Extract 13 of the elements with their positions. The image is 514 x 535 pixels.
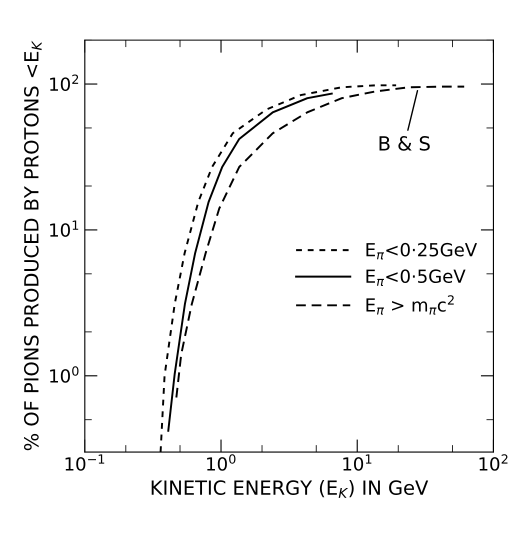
y-tick-label: 10$^{0}$ [50,366,79,383]
y-axis-title: % OF PIONS PRODUCED BY PROTONS <E$_{K}$ [24,40,42,450]
x-tick-label: 10$^{−1}$ [66,454,104,471]
x-tick-label: 10$^{1}$ [343,454,372,471]
y-tick-label: 10$^{1}$ [50,220,78,237]
y-tick-label: 10$^{2}$ [50,74,78,92]
legend-label: E$_{π}$<0·25GeV [366,242,478,260]
legend-label: E$_{π}$<0·5GeV [366,269,466,286]
x-tick-label: 10$^{0}$ [207,454,236,471]
legend-label: E$_{π}$ > m$_{π}$c$^{2}$ [366,295,454,315]
x-tick-label: 10$^{2}$ [480,454,508,471]
x-axis-title: KINETIC ENERGY (E$_{K}$) IN GeV [152,480,428,498]
annotation: B & S [380,136,430,151]
